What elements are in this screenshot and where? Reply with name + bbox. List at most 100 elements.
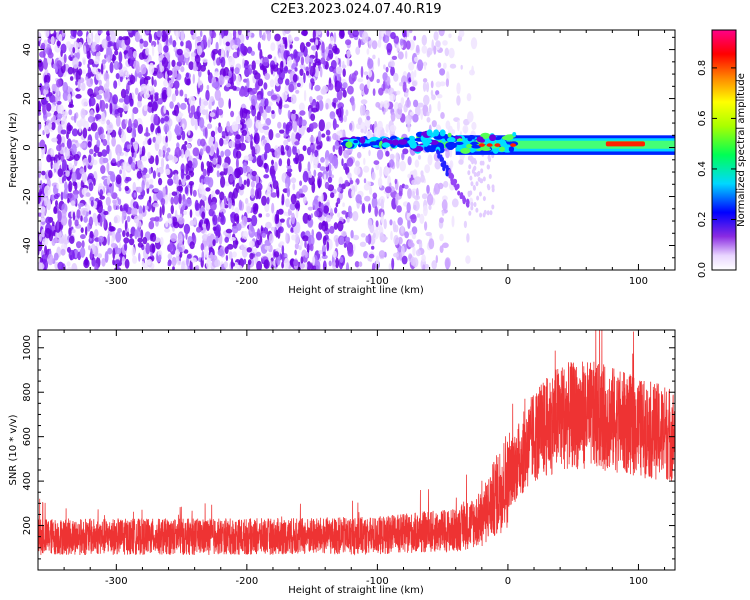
spectrogram-speckle xyxy=(124,89,130,95)
spectrogram-speckle xyxy=(185,72,190,78)
spectrogram-speckle xyxy=(354,261,360,268)
spectrogram-speckle xyxy=(219,34,222,46)
spectrogram-speckle xyxy=(448,33,452,39)
spectrogram-speckle xyxy=(346,216,350,223)
spectrogram-speckle xyxy=(209,112,216,118)
spectrogram-speckle xyxy=(163,105,167,114)
spectrogram-speckle xyxy=(139,38,144,44)
spectrogram-speckle xyxy=(195,265,200,270)
spectrogram-speckle xyxy=(218,97,224,109)
spectrogram-speckle xyxy=(69,235,75,244)
spectrogram-speckle xyxy=(295,152,299,165)
spectrogram-speckle xyxy=(438,30,445,37)
signal-band-blob xyxy=(381,142,391,148)
spectrogram-speckle xyxy=(208,208,214,217)
colorbar-ticks: 0.0 0.2 0.4 0.6 0.8 xyxy=(697,29,737,278)
spectrogram-speckle xyxy=(115,247,122,255)
spectrogram-speckle xyxy=(173,195,179,205)
spectrogram-speckle xyxy=(246,133,249,138)
spectrogram-speckle xyxy=(263,162,268,169)
spectrogram-speckle xyxy=(384,186,392,194)
spectrogram-speckle xyxy=(121,256,126,266)
spectrogram-speckle xyxy=(476,171,480,177)
spectrogram-speckle xyxy=(126,215,131,223)
spectrogram-speckle xyxy=(77,41,83,48)
spectrogram-speckle xyxy=(169,35,173,46)
spectrogram-speckle xyxy=(425,231,432,237)
spectrogram-speckle xyxy=(215,189,220,195)
spectrogram-speckle xyxy=(216,57,221,66)
spectrogram-speckle xyxy=(333,123,340,128)
spectrogram-speckle xyxy=(181,204,186,210)
spectrogram-speckle xyxy=(291,234,296,241)
spectrogram-speckle xyxy=(164,71,168,81)
spectrogram-speckle xyxy=(253,132,260,145)
spectrogram-speckle xyxy=(307,161,311,172)
signal-streak xyxy=(439,156,443,162)
spectrogram-speckle xyxy=(247,135,251,143)
spectrogram-speckle xyxy=(225,43,231,54)
signal-band-blob xyxy=(439,129,446,137)
spectrogram-speckle xyxy=(199,97,202,107)
spectrogram-speckle xyxy=(118,186,122,192)
spectrogram-speckle xyxy=(81,172,87,183)
spectrogram-speckle xyxy=(379,166,383,178)
spectrogram-speckle xyxy=(124,258,130,269)
spectrogram-speckle xyxy=(72,181,77,187)
spectrogram-speckle xyxy=(57,261,64,270)
spectrogram-speckle xyxy=(243,61,249,70)
spectrogram-speckle xyxy=(176,73,182,81)
spectrogram-speckle xyxy=(265,213,270,218)
spectrogram-speckle xyxy=(254,144,261,154)
spectrogram-speckle xyxy=(104,251,109,263)
spectrogram-speckle xyxy=(286,121,293,132)
spectrogram-speckle xyxy=(64,181,68,191)
spectrogram-speckle xyxy=(271,159,274,166)
spectrogram-speckle xyxy=(235,240,239,245)
spectrogram-speckle xyxy=(341,158,344,167)
spectrogram-speckle xyxy=(343,115,347,123)
spectrogram-speckle xyxy=(224,181,230,187)
spectrogram-speckle xyxy=(190,52,196,57)
signal-band-blob xyxy=(353,140,359,144)
spectrogram-speckle xyxy=(118,51,123,63)
spectrogram-speckle xyxy=(349,122,353,131)
spectrogram-speckle xyxy=(405,114,412,125)
spectrogram-speckle xyxy=(415,105,421,117)
spectrogram-speckle xyxy=(239,88,246,97)
spectrogram-speckle xyxy=(270,64,274,75)
spectrogram-speckle xyxy=(342,89,347,98)
spectrogram-speckle xyxy=(158,254,162,261)
spectrogram-speckle xyxy=(83,258,90,269)
spectrogram-speckle xyxy=(299,110,306,116)
spectrogram-speckle xyxy=(241,246,248,258)
spectrogram-speckle xyxy=(433,45,437,55)
spectrogram-speckle xyxy=(375,101,381,108)
spectrogram-speckle xyxy=(415,44,420,54)
spectrogram-speckle xyxy=(165,220,169,228)
spectrogram-speckle xyxy=(164,142,169,148)
spectrogram-speckle xyxy=(60,215,68,226)
signal-band-blob xyxy=(460,147,471,154)
spectrogram-speckle xyxy=(310,213,313,219)
spectrogram-speckle xyxy=(156,190,164,200)
spectrogram-speckle xyxy=(424,221,428,231)
spectrogram-speckle xyxy=(163,79,169,87)
spectrogram-speckle xyxy=(66,132,69,140)
spectrogram-speckle xyxy=(427,154,433,166)
spectrogram-speckle xyxy=(90,248,93,260)
spectrogram-speckle xyxy=(68,249,76,261)
spectrogram-speckle xyxy=(220,47,224,59)
spectrogram-speckle xyxy=(363,157,366,165)
spectrogram-speckle xyxy=(292,145,297,155)
spectrogram-speckle xyxy=(278,101,283,110)
spectrogram-speckle xyxy=(337,220,344,232)
spectrogram-speckle xyxy=(56,183,59,189)
spectrogram-speckle xyxy=(205,259,212,269)
spectrogram-speckle xyxy=(382,80,386,92)
spectrogram-speckle xyxy=(282,122,287,129)
spectrogram-speckle xyxy=(382,72,388,81)
spectrogram-speckle xyxy=(71,171,77,183)
spectrogram-speckle xyxy=(377,39,382,48)
spectrogram-speckle xyxy=(118,198,122,206)
